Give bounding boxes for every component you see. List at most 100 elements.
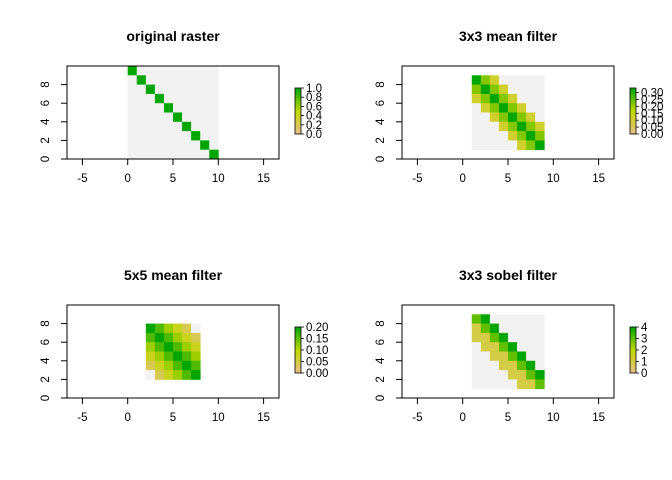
raster-cell (127, 75, 138, 85)
legend-swatch (295, 345, 301, 347)
raster-cell (191, 66, 201, 76)
raster-cell (480, 370, 491, 380)
raster-cell (526, 370, 536, 380)
y-tick-label: 6 (40, 100, 52, 106)
raster-cell (480, 112, 491, 123)
legend-swatch (630, 116, 636, 119)
legend-tick-label: 0.10 (641, 115, 663, 127)
raster-cell (471, 314, 482, 324)
y-tick-label: 0 (40, 395, 52, 401)
raster-cell (209, 66, 219, 76)
raster-cell (136, 93, 147, 104)
legend-swatch (630, 90, 636, 92)
raster-cell (480, 75, 491, 85)
legend-swatch (630, 88, 636, 90)
raster-cell (508, 84, 518, 95)
legend-swatch (630, 371, 636, 374)
legend-swatch (295, 121, 301, 123)
x-tick-label: 5 (505, 412, 511, 424)
raster-cell (535, 370, 545, 380)
raster-cell (526, 140, 536, 151)
raster-cell (136, 112, 147, 123)
raster-cell (145, 360, 156, 371)
raster-cell (526, 75, 536, 85)
y-tick-label: 6 (375, 100, 387, 106)
legend-swatch (630, 92, 636, 95)
legend-swatch (295, 120, 301, 122)
raster-cell (489, 75, 500, 85)
raster-cell (182, 131, 192, 141)
raster-cell (127, 84, 138, 95)
raster-cell (489, 93, 500, 104)
y-tick-label: 4 (40, 357, 52, 364)
raster-cell (182, 140, 192, 151)
legend-swatch (295, 351, 301, 353)
raster-cell (182, 112, 192, 123)
raster-cell (173, 323, 183, 334)
legend-swatch (630, 109, 636, 112)
raster-cell (136, 75, 147, 85)
raster-cell (526, 121, 536, 132)
raster-cell (471, 140, 482, 151)
raster-cell (154, 323, 165, 334)
legend-swatch (295, 347, 301, 350)
raster-cell (480, 360, 491, 371)
raster-cell (163, 66, 174, 76)
raster-cell (191, 93, 201, 104)
raster-cell (136, 84, 147, 95)
legend-swatch (295, 106, 301, 108)
y-tick-label: 8 (40, 81, 52, 87)
raster-cell (471, 351, 482, 362)
x-tick-label: 0 (124, 173, 130, 185)
raster-cell (145, 323, 156, 334)
raster-cell (480, 140, 491, 151)
raster-cell (535, 351, 545, 362)
legend-swatch (295, 98, 301, 100)
raster-cell (471, 342, 482, 352)
raster-cell (163, 103, 174, 113)
legend-swatch (630, 360, 636, 362)
raster-cell (154, 121, 165, 132)
legend-swatch (295, 363, 301, 366)
y-tick-label: 2 (40, 137, 52, 143)
legend-swatch (295, 353, 301, 355)
legend-swatch (295, 366, 301, 368)
raster-cell (498, 314, 509, 324)
raster-cell (471, 360, 482, 371)
legend-swatch (295, 362, 301, 365)
raster-cell (517, 140, 527, 151)
legend-tick-label: 1 (641, 357, 647, 369)
legend-swatch (295, 328, 301, 330)
legend-swatch (630, 106, 636, 108)
raster-cell (154, 351, 165, 362)
raster-cell (191, 121, 201, 132)
legend-swatch (295, 129, 301, 131)
y-tick-label: 0 (375, 156, 387, 162)
legend-swatch (295, 111, 301, 113)
y-tick-label: 2 (40, 376, 52, 382)
legend-swatch (630, 344, 636, 346)
raster-cell (182, 75, 192, 85)
y-tick-label: 6 (40, 339, 52, 345)
legend-swatch (630, 127, 636, 129)
raster-cell (535, 314, 545, 324)
raster-cell (471, 131, 482, 141)
legend-swatch (630, 338, 636, 340)
legend-swatch (295, 369, 301, 371)
y-tick-label: 6 (375, 339, 387, 345)
legend-swatch (295, 97, 301, 99)
raster-cell (508, 75, 518, 85)
x-tick-label: 0 (459, 412, 465, 424)
raster-cell (489, 370, 500, 380)
y-tick-label: 4 (40, 118, 52, 125)
legend-swatch (630, 98, 636, 100)
legend-swatch (630, 132, 636, 135)
raster-cell (209, 93, 219, 104)
raster-cell (182, 360, 192, 371)
raster-cell (517, 360, 527, 371)
legend-swatch (295, 344, 301, 346)
raster-cell (154, 66, 165, 76)
raster-cell (127, 131, 138, 141)
raster-cell (200, 140, 210, 151)
